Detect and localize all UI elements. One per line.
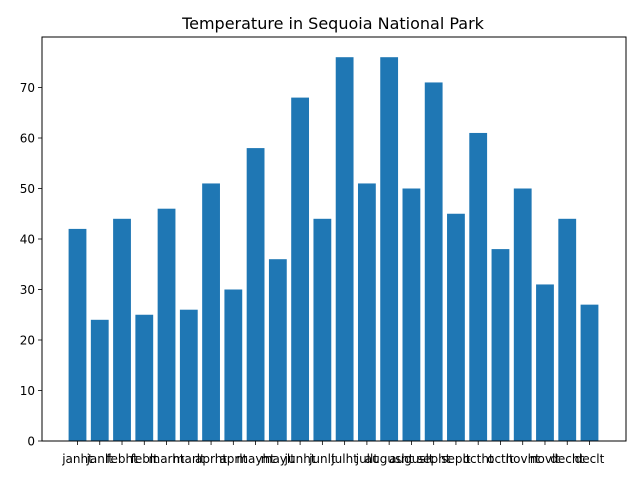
x-tick-label: octlt — [487, 452, 514, 466]
bar-mayht — [246, 148, 265, 441]
y-axis-ticks: 0 10 20 30 40 50 60 70 — [20, 81, 42, 449]
x-tick-label: octht — [463, 452, 494, 466]
x-tick-label: seplt — [441, 452, 471, 466]
x-tick-label: declt — [575, 452, 605, 466]
x-tick-label: marlt — [173, 452, 205, 466]
bar-feblt — [135, 314, 154, 441]
y-tick-label: 30 — [20, 283, 35, 297]
x-tick-label: novht — [506, 452, 541, 466]
bar-octlt — [491, 249, 510, 441]
y-tick-label: 10 — [20, 384, 35, 398]
bar-janht — [68, 228, 87, 441]
bar-junlt — [313, 218, 332, 441]
x-tick-label: mayht — [236, 452, 275, 466]
bar-novht — [513, 188, 532, 441]
bar-declt — [580, 304, 599, 441]
x-tick-label: aprht — [195, 452, 227, 466]
x-tick-label: jullt — [355, 452, 379, 466]
bar-seplt — [447, 213, 465, 441]
bar-jullt — [357, 183, 376, 441]
x-tick-label: feblt — [131, 452, 159, 466]
x-tick-label: junlt — [308, 452, 336, 466]
bar-aprlt — [224, 289, 243, 441]
bar-sepht — [424, 82, 443, 441]
x-axis-ticks: janhtjanltfebhtfebltmarhtmarltaprhtaprlt… — [61, 441, 605, 466]
y-tick-label: 40 — [20, 233, 35, 247]
y-tick-label: 60 — [20, 132, 35, 146]
x-tick-label: aprlt — [219, 452, 247, 466]
x-tick-label: novlt — [530, 452, 560, 466]
x-tick-label: janlt — [86, 452, 114, 466]
bar-febht — [113, 218, 131, 441]
bar-augusht — [380, 57, 399, 441]
x-tick-label: augusht — [365, 452, 414, 466]
bar-marht — [157, 208, 176, 441]
bar-octht — [469, 132, 488, 441]
x-tick-label: julht — [330, 452, 358, 466]
y-tick-label: 20 — [20, 334, 35, 348]
bars-group — [68, 57, 599, 441]
bar-janlt — [90, 319, 109, 441]
bar-julht — [335, 57, 354, 441]
x-tick-label: decht — [550, 452, 584, 466]
bar-maylt — [268, 259, 287, 441]
bar-aprht — [202, 183, 220, 441]
plot-area-frame — [41, 36, 627, 442]
bar-auguslt — [402, 188, 421, 441]
x-tick-label: marht — [149, 452, 185, 466]
chart-title: Temperature in Sequoia National Park — [181, 14, 485, 33]
x-tick-label: junht — [284, 452, 316, 466]
x-tick-label: auguslt — [389, 452, 434, 466]
bar-junht — [291, 97, 310, 441]
y-tick-label: 70 — [20, 81, 35, 95]
y-tick-label: 0 — [27, 435, 35, 449]
bar-marlt — [179, 309, 198, 441]
x-tick-label: sepht — [417, 452, 451, 466]
x-tick-label: maylt — [261, 452, 295, 466]
bar-novlt — [536, 284, 554, 441]
y-tick-label: 50 — [20, 182, 35, 196]
x-tick-label: febht — [106, 452, 138, 466]
bar-decht — [558, 218, 577, 441]
x-tick-label: janht — [61, 452, 93, 466]
